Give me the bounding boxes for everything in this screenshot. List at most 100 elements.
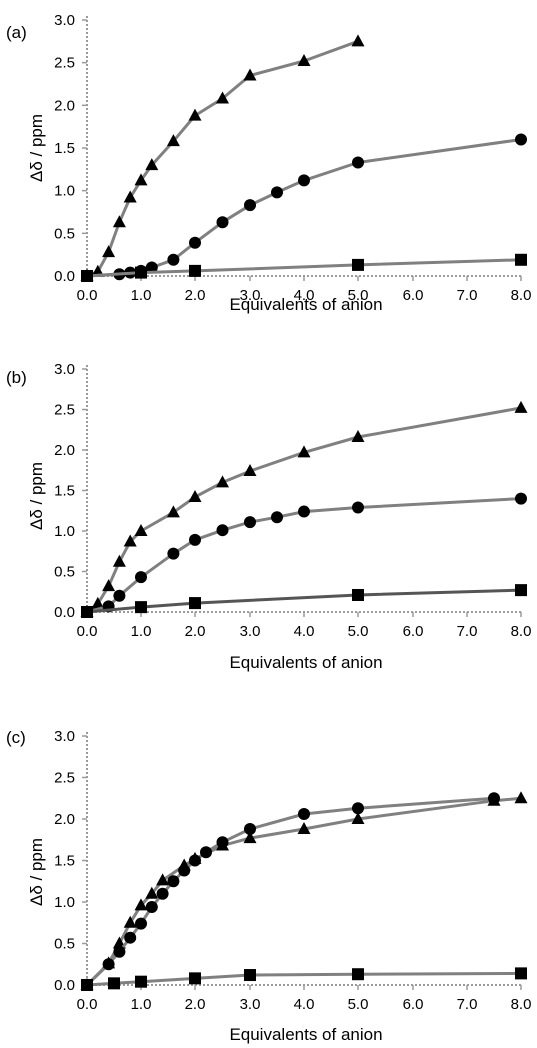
x-tick-label: 4.0 bbox=[294, 996, 315, 1013]
y-axis-label: Δδ / ppm bbox=[27, 114, 46, 182]
data-point-triangle bbox=[102, 245, 116, 258]
y-tick-label: 3.0 bbox=[54, 361, 75, 378]
data-point-triangle bbox=[145, 886, 159, 899]
y-tick-label: 0.5 bbox=[54, 936, 75, 953]
y-tick-label: 2.0 bbox=[54, 811, 75, 828]
data-point-square bbox=[515, 253, 527, 266]
x-tick-label: 5.0 bbox=[348, 287, 369, 304]
data-point-circle bbox=[352, 156, 364, 169]
x-tick-label: 4.0 bbox=[294, 287, 315, 304]
data-point-circle bbox=[244, 199, 256, 212]
y-tick-label: 1.5 bbox=[54, 853, 75, 870]
y-tick-label: 0.5 bbox=[54, 564, 75, 581]
data-point-circle bbox=[124, 931, 137, 944]
series-line-circle bbox=[85, 796, 495, 987]
data-point-circle bbox=[135, 571, 147, 584]
y-tick-label: 1.0 bbox=[54, 894, 75, 911]
panel-a: (a) Δδ / ppm Equivalents of anion 0.0 0.5… bbox=[6, 12, 531, 314]
y-tick-label: 2.0 bbox=[54, 97, 75, 114]
x-tick-label: 7.0 bbox=[457, 623, 478, 640]
x-tick-label: 0.0 bbox=[77, 623, 98, 640]
x-tick-label: 0.0 bbox=[77, 287, 98, 304]
x-tick-label: 3.0 bbox=[240, 287, 261, 304]
data-point-circle bbox=[189, 236, 201, 249]
x-tick-label: 1.0 bbox=[131, 996, 152, 1013]
x-axis-label: Equivalents of anion bbox=[229, 653, 382, 672]
data-point-triangle bbox=[156, 873, 170, 886]
data-point-triangle bbox=[123, 190, 137, 203]
data-point-square bbox=[81, 979, 93, 991]
data-point-triangle bbox=[351, 34, 365, 47]
data-point-circle bbox=[515, 133, 527, 146]
x-axis-label: Equivalents of anion bbox=[229, 295, 382, 314]
y-tick-label: 1.0 bbox=[54, 523, 75, 540]
x-tick-label: 7.0 bbox=[457, 996, 478, 1013]
data-point-triangle bbox=[351, 812, 365, 824]
data-point-triangle bbox=[134, 898, 148, 911]
data-point-triangle bbox=[112, 215, 126, 228]
data-point-triangle bbox=[243, 68, 257, 81]
data-point-circle bbox=[244, 516, 256, 529]
data-point-triangle bbox=[243, 831, 257, 844]
x-tick-label: 8.0 bbox=[511, 623, 532, 640]
data-point-circle bbox=[488, 792, 500, 805]
y-tick-label: 2.5 bbox=[54, 770, 75, 787]
y-axis-label: Δδ / ppm bbox=[27, 462, 46, 530]
x-tick-label: 7.0 bbox=[457, 287, 478, 304]
data-point-square bbox=[352, 258, 364, 271]
data-point-triangle bbox=[188, 489, 202, 502]
data-point-circle bbox=[352, 802, 364, 815]
x-tick-label: 6.0 bbox=[403, 996, 424, 1013]
data-point-triangle bbox=[166, 505, 180, 518]
data-point-triangle bbox=[166, 134, 180, 147]
y-tick-label: 0.0 bbox=[54, 268, 75, 285]
data-point-square bbox=[135, 601, 147, 614]
data-point-circle bbox=[145, 900, 158, 913]
panel-label: (b) bbox=[6, 368, 27, 387]
data-point-triangle bbox=[216, 475, 229, 488]
data-point-circle bbox=[352, 501, 364, 514]
data-point-square bbox=[189, 597, 201, 610]
y-tick-label: 2.0 bbox=[54, 442, 75, 459]
data-point-square bbox=[189, 972, 201, 985]
data-point-triangle bbox=[216, 91, 229, 104]
x-tick-label: 6.0 bbox=[403, 623, 424, 640]
data-point-circle bbox=[167, 547, 180, 560]
y-tick-label: 0.0 bbox=[54, 604, 75, 621]
x-tick-label: 1.0 bbox=[131, 623, 152, 640]
panel-b: (b) Δδ / ppm Equivalents of anion 0.0 0.5… bbox=[6, 361, 531, 672]
data-point-triangle bbox=[297, 821, 311, 834]
data-point-triangle bbox=[297, 445, 311, 458]
y-tick-label: 0.5 bbox=[54, 225, 75, 242]
panel-c: (c) Δδ / ppm Equivalents of anion 0.0 0.5… bbox=[6, 728, 531, 1044]
data-point-circle bbox=[113, 589, 126, 602]
data-point-square bbox=[81, 270, 93, 282]
data-point-triangle bbox=[123, 534, 137, 547]
data-point-triangle bbox=[145, 158, 159, 171]
x-tick-label: 2.0 bbox=[185, 996, 206, 1013]
data-point-circle bbox=[298, 174, 310, 187]
data-point-square bbox=[352, 588, 364, 601]
data-point-circle bbox=[102, 958, 115, 971]
y-axis-label: Δδ / ppm bbox=[27, 838, 46, 906]
x-axis-label: Equivalents of anion bbox=[229, 1025, 382, 1044]
data-point-triangle bbox=[188, 108, 202, 121]
data-point-circle bbox=[145, 261, 158, 274]
x-tick-label: 2.0 bbox=[185, 287, 206, 304]
data-point-circle bbox=[216, 216, 229, 229]
data-point-circle bbox=[189, 854, 201, 867]
data-point-triangle bbox=[514, 400, 528, 413]
data-point-square bbox=[352, 968, 364, 981]
data-point-square bbox=[108, 977, 120, 990]
x-tick-label: 3.0 bbox=[240, 996, 261, 1013]
data-point-circle bbox=[156, 887, 169, 900]
data-point-triangle bbox=[123, 915, 137, 928]
data-point-square bbox=[515, 584, 527, 597]
data-point-circle bbox=[298, 505, 310, 518]
data-point-circle bbox=[189, 533, 201, 546]
data-point-triangle bbox=[112, 554, 126, 567]
y-tick-label: 1.0 bbox=[54, 183, 75, 200]
x-tick-label: 2.0 bbox=[185, 623, 206, 640]
data-point-triangle bbox=[351, 430, 365, 443]
y-tick-label: 3.0 bbox=[54, 728, 75, 745]
